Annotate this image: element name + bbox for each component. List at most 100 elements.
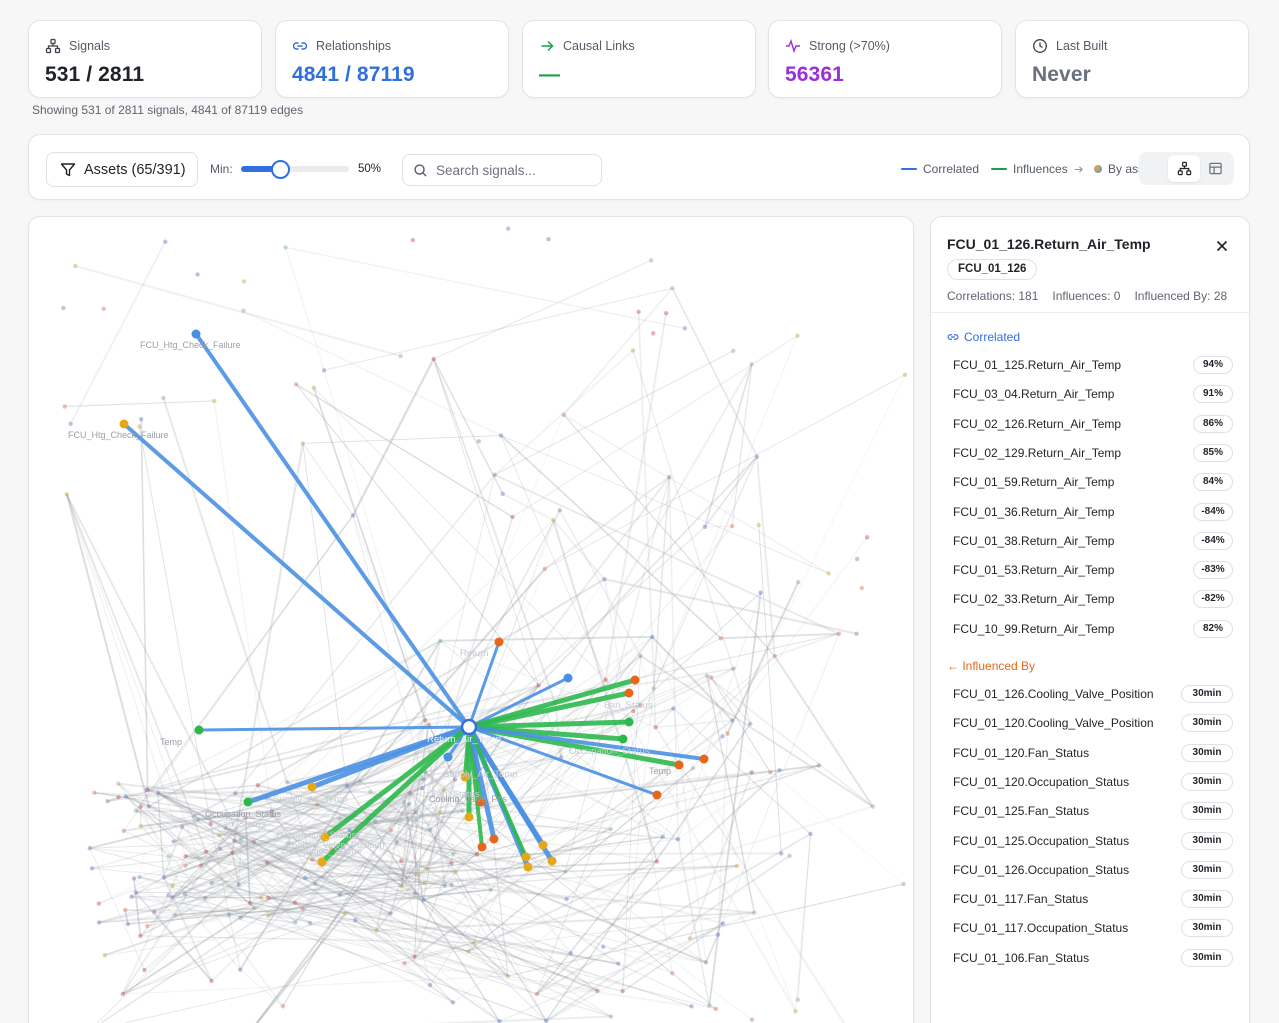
graph-node[interactable] xyxy=(427,827,433,833)
graph-node[interactable] xyxy=(510,514,515,520)
graph-node[interactable] xyxy=(870,804,875,809)
graph-node[interactable] xyxy=(223,825,228,830)
graph-node[interactable] xyxy=(161,395,166,401)
graph-node[interactable] xyxy=(663,311,669,316)
graph-node[interactable] xyxy=(452,777,458,782)
graph-node[interactable] xyxy=(715,932,721,937)
graph-node[interactable] xyxy=(595,988,600,993)
graph-node[interactable] xyxy=(654,859,660,864)
graph-node[interactable] xyxy=(546,237,551,242)
neighbor-node[interactable] xyxy=(194,725,204,735)
graph-node[interactable] xyxy=(270,813,275,818)
graph-node[interactable] xyxy=(754,454,760,459)
graph-node[interactable] xyxy=(441,787,447,793)
graph-node[interactable] xyxy=(96,920,102,925)
graph-node[interactable] xyxy=(293,920,298,925)
graph-node[interactable] xyxy=(568,951,574,956)
list-item[interactable]: FCU_02_129.Return_Air_Temp 85% xyxy=(947,441,1233,465)
graph-node[interactable] xyxy=(751,910,757,915)
graph-node[interactable] xyxy=(720,921,726,926)
graph-node[interactable] xyxy=(399,884,404,889)
graph-node[interactable] xyxy=(337,892,343,897)
graph-node[interactable] xyxy=(731,666,736,671)
graph-node[interactable] xyxy=(808,831,813,837)
graph-node[interactable] xyxy=(255,782,261,788)
graph-node[interactable] xyxy=(854,556,860,562)
graph-node[interactable] xyxy=(180,824,185,829)
graph-node[interactable] xyxy=(497,1019,502,1023)
graph-node[interactable] xyxy=(313,881,318,887)
graph-node[interactable] xyxy=(146,804,152,809)
graph-node[interactable] xyxy=(826,571,831,576)
graph-node[interactable] xyxy=(300,906,305,912)
neighbor-node[interactable] xyxy=(699,754,709,764)
graph-node[interactable] xyxy=(854,631,859,636)
graph-node[interactable] xyxy=(713,1006,719,1012)
graph-node[interactable] xyxy=(410,237,416,243)
graph-node[interactable] xyxy=(144,787,149,792)
graph-node[interactable] xyxy=(702,524,708,530)
graph-node[interactable] xyxy=(730,718,735,723)
neighbor-node[interactable] xyxy=(443,752,453,762)
graph-node[interactable] xyxy=(163,239,168,244)
graph-node[interactable] xyxy=(283,245,288,250)
graph-node[interactable] xyxy=(238,967,243,972)
graph-node[interactable] xyxy=(195,816,200,822)
graph-node[interactable] xyxy=(198,863,204,868)
graph-node[interactable] xyxy=(492,472,497,478)
graph-node[interactable] xyxy=(498,433,504,438)
graph-node[interactable] xyxy=(901,881,906,887)
graph-node[interactable] xyxy=(620,989,625,994)
graph-node[interactable] xyxy=(902,372,908,378)
neighbor-node[interactable] xyxy=(630,675,640,685)
graph-node[interactable] xyxy=(120,991,126,997)
graph-node[interactable] xyxy=(265,913,271,918)
graph-node[interactable] xyxy=(101,306,106,312)
graph-node[interactable] xyxy=(670,971,675,976)
graph-node[interactable] xyxy=(64,491,69,497)
graph-node[interactable] xyxy=(687,936,693,941)
neighbor-node[interactable] xyxy=(464,812,474,822)
graph-node[interactable] xyxy=(374,928,379,933)
graph-node[interactable] xyxy=(171,839,176,844)
graph-node[interactable] xyxy=(238,837,244,842)
list-item[interactable]: FCU_03_04.Return_Air_Temp 91% xyxy=(947,382,1233,406)
graph-node[interactable] xyxy=(816,763,822,768)
graph-node[interactable] xyxy=(608,826,613,832)
graph-node[interactable] xyxy=(708,675,714,680)
neighbor-node[interactable] xyxy=(119,419,129,429)
graph-node[interactable] xyxy=(720,734,725,739)
graph-node[interactable] xyxy=(87,845,92,851)
list-item[interactable]: FCU_01_106.Fan_Status 30min xyxy=(947,946,1233,970)
graph-node[interactable] xyxy=(192,813,197,819)
neighbor-node[interactable] xyxy=(477,842,487,852)
list-item[interactable]: FCU_01_53.Return_Air_Temp -83% xyxy=(947,558,1233,582)
graph-node[interactable] xyxy=(422,717,428,723)
graph-node[interactable] xyxy=(603,677,608,683)
graph-node[interactable] xyxy=(442,883,447,888)
list-item[interactable]: FCU_01_125.Fan_Status 30min xyxy=(947,799,1233,823)
neighbor-node[interactable] xyxy=(563,673,573,683)
graph-node[interactable] xyxy=(388,911,393,916)
graph-canvas[interactable]: FCU_Htg_Check_Failure FCU_Htg_Check_Failu… xyxy=(29,217,914,1023)
graph-node[interactable] xyxy=(138,823,143,829)
graph-node[interactable] xyxy=(671,706,676,711)
graph-node[interactable] xyxy=(772,653,777,659)
graph-node[interactable] xyxy=(768,770,773,775)
graph-node[interactable] xyxy=(670,286,675,291)
graph-node[interactable] xyxy=(259,895,264,900)
graph-node[interactable] xyxy=(352,918,358,923)
graph-node[interactable] xyxy=(505,226,511,231)
graph-node[interactable] xyxy=(203,849,209,854)
graph-node[interactable] xyxy=(129,894,134,899)
graph-node[interactable] xyxy=(426,722,432,727)
graph-node[interactable] xyxy=(138,933,143,939)
graph-node[interactable] xyxy=(102,952,107,958)
graph-node[interactable] xyxy=(284,779,290,785)
graph-node[interactable] xyxy=(251,839,257,845)
graph-node[interactable] xyxy=(561,412,566,417)
graph-node[interactable] xyxy=(602,576,607,582)
graph-node[interactable] xyxy=(315,802,320,807)
graph-node[interactable] xyxy=(401,799,407,805)
graph-node[interactable] xyxy=(123,907,128,913)
